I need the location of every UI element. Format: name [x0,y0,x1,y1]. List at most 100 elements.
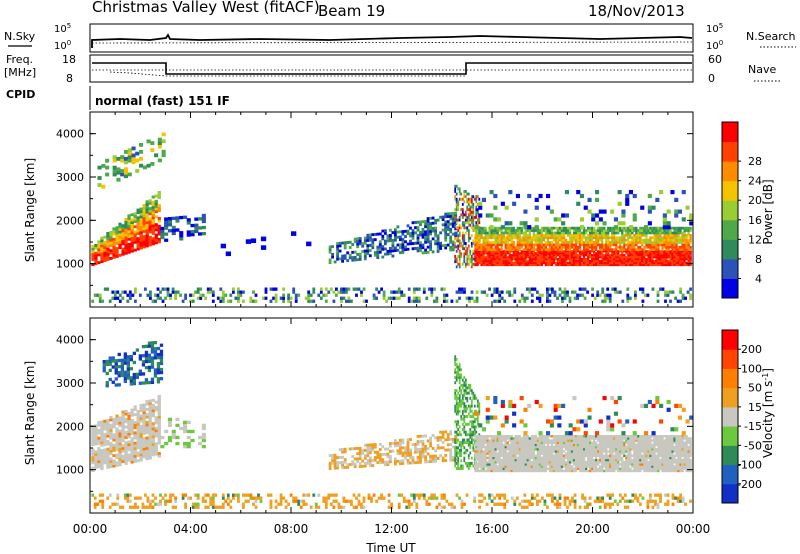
data-cell [470,257,473,261]
data-cell [96,293,100,297]
data-cell [514,236,517,240]
data-cell [159,361,164,366]
data-cell [436,218,440,222]
data-cell [179,426,184,431]
data-cell [120,364,124,368]
data-cell [151,424,155,428]
data-cell [373,251,377,255]
data-cell [353,237,357,241]
data-cell [454,236,457,240]
data-cell [338,241,342,245]
data-cell [476,467,479,470]
data-cell [186,429,191,434]
data-cell [198,217,203,221]
data-cell [623,234,626,237]
data-cell [591,293,594,297]
data-cell [615,245,618,249]
data-cell [136,242,140,246]
data-cell [101,184,106,189]
data-cell [585,260,588,263]
data-cell [381,453,385,456]
data-cell [512,456,515,460]
data-cell [552,261,556,265]
data-cell [458,454,461,457]
data-cell [683,261,686,265]
data-cell [608,293,612,297]
data-cell [460,197,463,201]
data-cell [504,461,507,464]
data-cell [476,245,479,249]
data-cell [504,221,509,226]
data-cell [556,260,560,263]
data-cell [522,448,525,451]
data-cell [467,213,470,217]
data-cell [536,260,539,263]
data-cell [156,296,160,300]
data-cell [597,234,600,237]
data-cell [94,455,98,459]
data-cell [429,245,432,249]
data-cell [401,441,405,445]
data-cell [184,293,187,297]
data-cell [506,236,509,240]
data-cell [446,220,450,224]
data-cell [157,436,161,440]
colorbar-segment [722,258,738,279]
data-cell [97,176,102,180]
data-cell [91,250,95,254]
data-cell [580,231,584,235]
data-cell [470,260,473,264]
data-cell [460,467,463,470]
data-cell [506,437,509,440]
data-cell [363,443,367,447]
data-cell [621,221,626,226]
data-cell [595,256,598,259]
data-cell [502,258,505,261]
data-cell [496,243,499,247]
data-cell [514,245,517,249]
data-cell [429,224,432,228]
data-cell [510,461,513,464]
data-cell [156,356,161,360]
data-cell [151,414,155,418]
data-cell [97,423,101,427]
data-cell [474,250,477,253]
data-cell [201,435,206,440]
data-cell [127,214,131,218]
data-cell [113,290,117,294]
data-cell [554,263,558,267]
data-cell [681,260,684,263]
data-cell [461,412,464,416]
data-cell [156,346,161,351]
data-cell [424,455,427,459]
data-cell [454,211,458,215]
data-cell [494,245,497,249]
data-cell [480,252,483,255]
data-cell [470,244,473,248]
data-cell [615,236,618,240]
data-cell [371,443,375,447]
data-cell [106,421,110,425]
data-cell [619,256,622,259]
data-cell [647,260,650,263]
data-cell [368,456,372,460]
data-cell [105,158,110,163]
data-cell [506,461,509,464]
data-cell [108,362,112,366]
data-cell [144,353,149,358]
data-cell [476,238,479,242]
data-cell [444,246,448,250]
data-cell [406,438,410,442]
data-cell [201,213,206,218]
data-cell [191,299,195,303]
data-cell [518,254,521,257]
data-cell [563,293,567,297]
data-cell [130,442,134,446]
data-cell [550,263,554,267]
data-cell [621,260,624,263]
data-cell [649,231,652,235]
data-cell [121,457,125,461]
data-cell [461,396,464,400]
data-cell [450,299,454,303]
data-cell [336,252,339,256]
